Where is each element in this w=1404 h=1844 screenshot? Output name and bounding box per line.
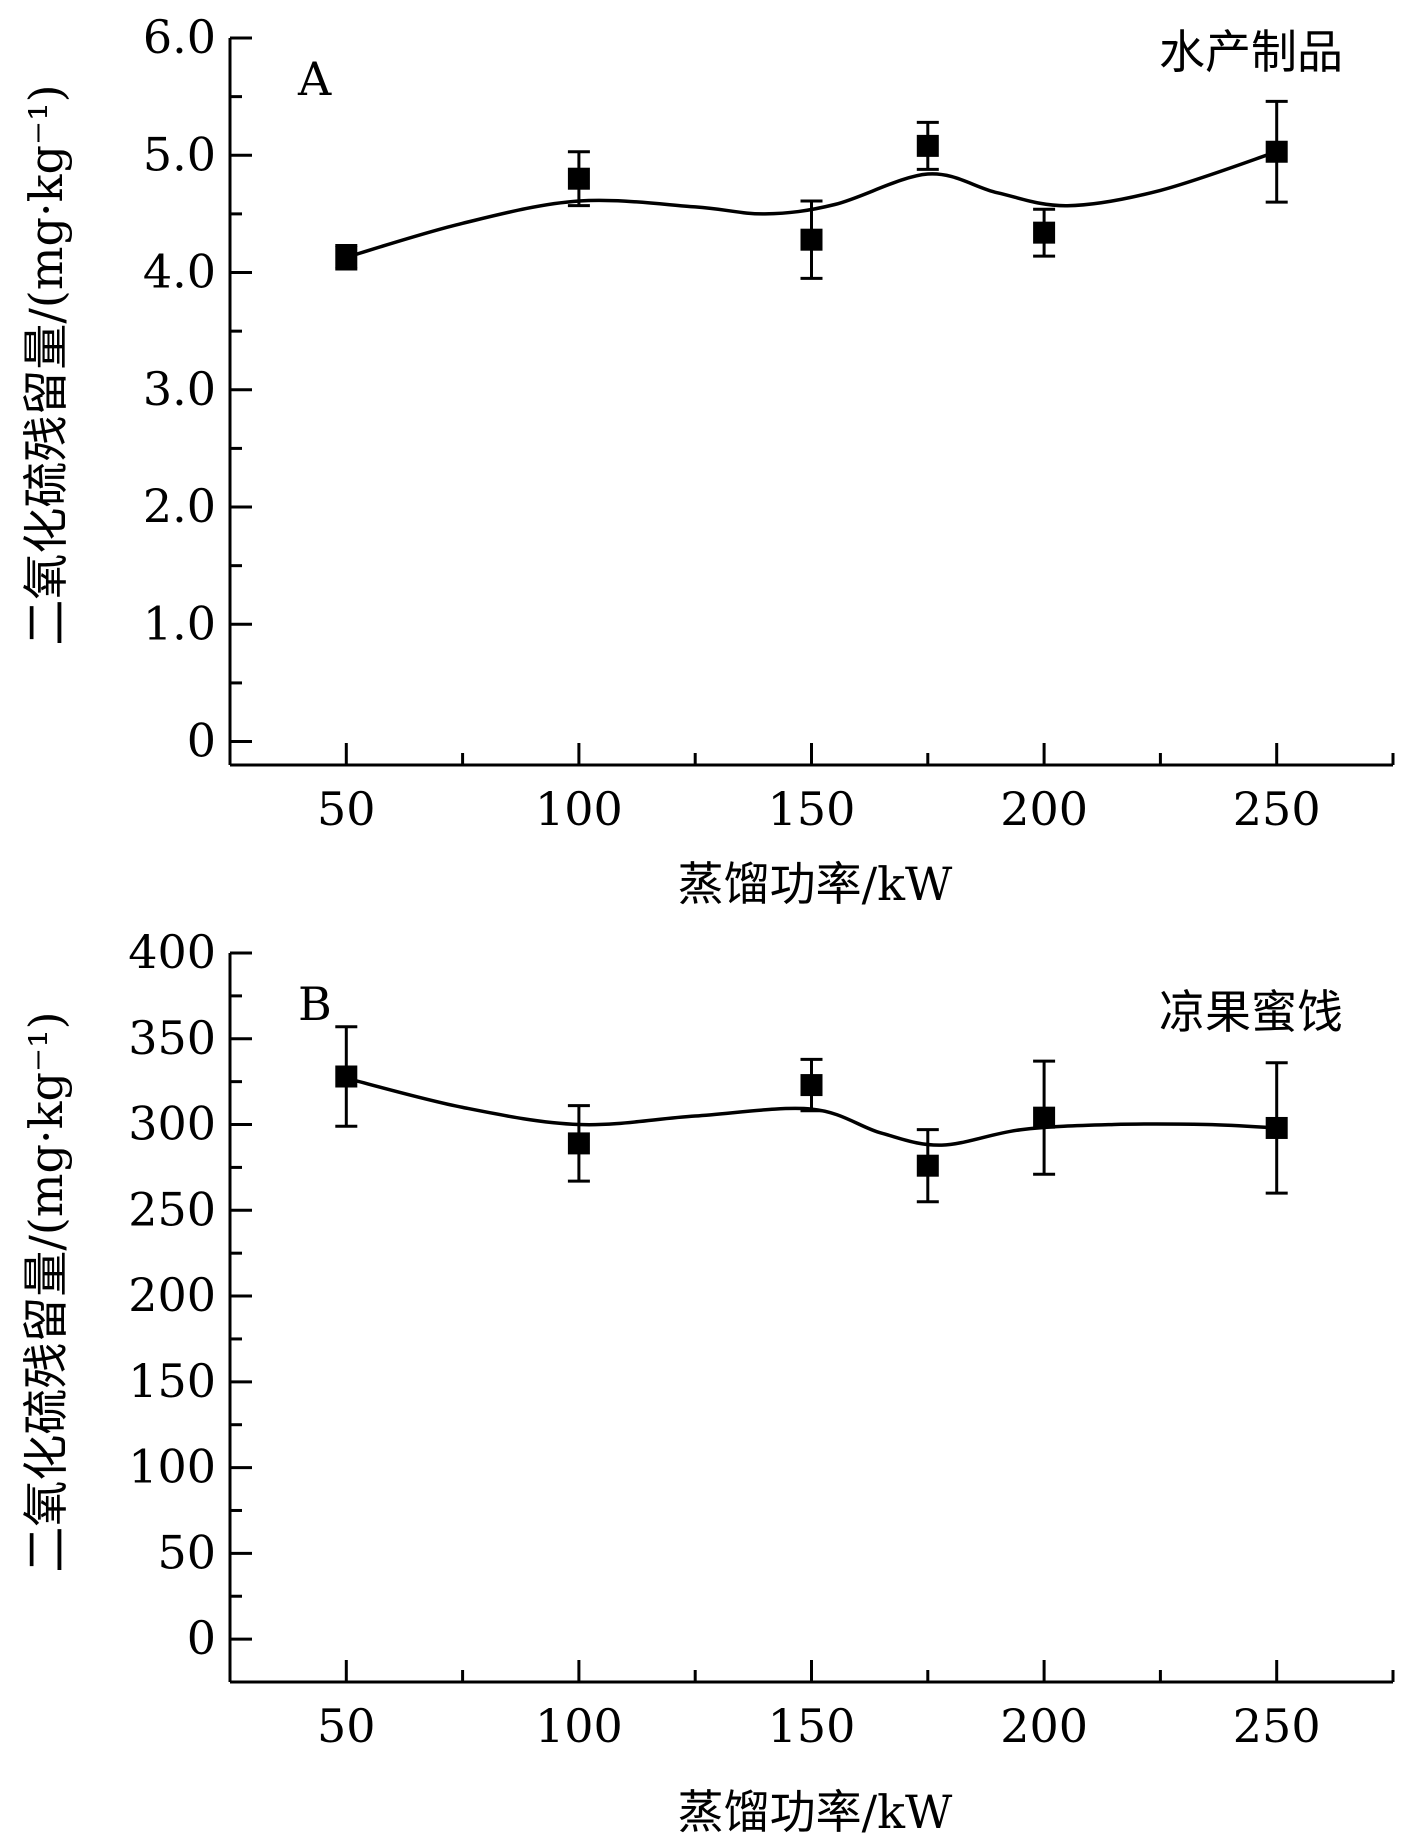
y-tick-label: 150 bbox=[128, 1354, 216, 1408]
y-tick-label: 3.0 bbox=[143, 362, 216, 416]
y-tick-label: 250 bbox=[128, 1182, 216, 1236]
y-tick-label: 200 bbox=[128, 1268, 216, 1322]
x-tick-label: 100 bbox=[535, 782, 623, 836]
y-tick-label: 300 bbox=[128, 1097, 216, 1151]
fit-curve bbox=[345, 150, 1278, 259]
x-tick-label: 50 bbox=[317, 782, 376, 836]
data-point bbox=[1033, 1106, 1056, 1129]
x-axis-title: 蒸馏功率/kW bbox=[678, 1785, 953, 1839]
y-tick-label: 4.0 bbox=[143, 245, 216, 299]
data-point bbox=[800, 228, 823, 251]
y-tick-label: 0 bbox=[187, 714, 216, 768]
x-tick-label: 150 bbox=[768, 782, 856, 836]
x-tick-label: 250 bbox=[1233, 782, 1321, 836]
x-tick-label: 50 bbox=[317, 1699, 376, 1753]
x-tick-label: 100 bbox=[535, 1699, 623, 1753]
y-tick-label: 350 bbox=[128, 1011, 216, 1065]
data-point bbox=[1033, 221, 1056, 244]
x-tick-label: 200 bbox=[1000, 782, 1088, 836]
data-point bbox=[916, 1154, 939, 1177]
data-point bbox=[335, 246, 358, 269]
fit-curve bbox=[345, 1076, 1277, 1147]
data-point bbox=[335, 1065, 358, 1088]
y-axis-title: 二氧化硫残留量/(mg·kg⁻¹) bbox=[19, 1011, 73, 1572]
panel-b: 二氧化硫残留量/(mg·kg⁻¹) 蒸馏功率/kW B 凉果蜜饯 0 50 100 1… bbox=[19, 925, 1395, 1839]
panel-annotation: 水产制品 bbox=[1159, 25, 1343, 79]
data-point bbox=[567, 167, 590, 190]
y-tick-label: 100 bbox=[128, 1440, 216, 1494]
panel-a: 二氧化硫残留量/(mg·kg⁻¹) 蒸馏功率/kW A 水产制品 0 1.0 2.0… bbox=[19, 10, 1395, 911]
y-tick-label: 50 bbox=[157, 1525, 216, 1579]
data-point bbox=[800, 1074, 823, 1097]
panel-annotation: 凉果蜜饯 bbox=[1159, 985, 1343, 1039]
y-tick-label: 0 bbox=[187, 1611, 216, 1665]
x-tick-label: 150 bbox=[768, 1699, 856, 1753]
data-point bbox=[567, 1132, 590, 1155]
data-point bbox=[1265, 1116, 1288, 1139]
panel-letter: B bbox=[298, 977, 332, 1031]
x-axis-title: 蒸馏功率/kW bbox=[678, 857, 953, 911]
x-tick-label: 250 bbox=[1233, 1699, 1321, 1753]
data-point bbox=[916, 134, 939, 157]
y-axis-title: 二氧化硫残留量/(mg·kg⁻¹) bbox=[19, 84, 73, 645]
y-tick-label: 2.0 bbox=[143, 479, 216, 533]
y-tick-label: 5.0 bbox=[143, 127, 216, 181]
y-tick-label: 6.0 bbox=[143, 10, 216, 64]
y-tick-label: 1.0 bbox=[143, 596, 216, 650]
panel-letter: A bbox=[297, 52, 332, 106]
x-tick-label: 200 bbox=[1000, 1699, 1088, 1753]
data-point bbox=[1265, 140, 1288, 163]
y-tick-label: 400 bbox=[128, 925, 216, 979]
